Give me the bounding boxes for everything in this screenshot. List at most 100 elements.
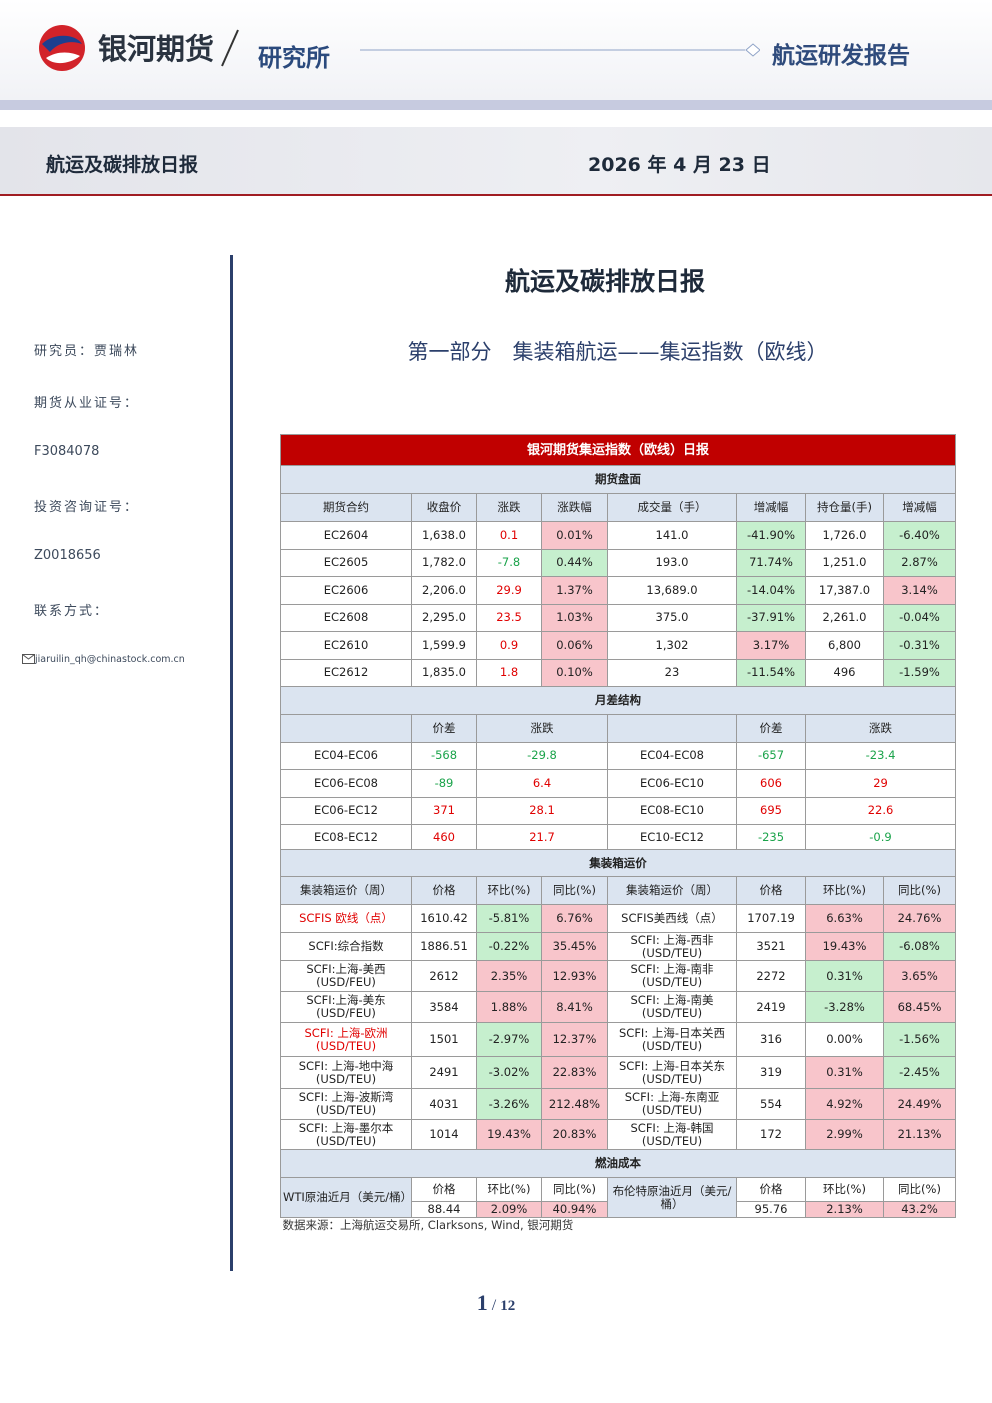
header-stripe bbox=[0, 100, 992, 110]
cell: 3.65% bbox=[882, 960, 957, 992]
brand: 银河期货 bbox=[98, 32, 215, 66]
cell: 3584 bbox=[411, 991, 477, 1023]
cell: SCFI:上海-美西(USD/FEU) bbox=[280, 960, 412, 992]
cell: 2272 bbox=[736, 960, 806, 992]
cell: 环比(%) bbox=[476, 1177, 542, 1202]
cell: 12.93% bbox=[541, 960, 608, 992]
cell: 1,251.0 bbox=[805, 548, 884, 577]
cell: -0.04% bbox=[882, 603, 957, 632]
section-title: 期货盘面 bbox=[279, 465, 957, 494]
table-row: SCFI: 上海-墨尔本(USD/TEU) 1014 19.43% 20.83% SCF… bbox=[280, 1119, 957, 1150]
cell: SCFI: 上海-东南亚(USD/TEU) bbox=[607, 1088, 737, 1120]
cell: 29 bbox=[804, 769, 957, 798]
table-row: 燃油成本 bbox=[279, 1149, 957, 1178]
cell: 12.37% bbox=[541, 1022, 608, 1057]
cell: EC06-EC08 bbox=[280, 769, 412, 798]
cell: -11.54% bbox=[736, 658, 806, 687]
cell: EC2608 bbox=[280, 603, 412, 632]
cell: -3.02% bbox=[476, 1056, 542, 1089]
cell: 2,295.0 bbox=[411, 603, 477, 632]
cell: EC2612 bbox=[280, 658, 412, 687]
cell: SCFIS美西线（点） bbox=[607, 904, 737, 933]
sidebar-rule bbox=[230, 255, 233, 1271]
cell: 1.8 bbox=[476, 658, 542, 687]
column-header: 价格 bbox=[736, 876, 806, 905]
cell: 43.2% bbox=[882, 1201, 957, 1218]
cell: 141.0 bbox=[607, 521, 737, 550]
column-header: 期货合约 bbox=[280, 493, 412, 522]
cell: -7.8 bbox=[476, 548, 542, 577]
consult-license: Z0018656 bbox=[34, 548, 101, 563]
cell: 1,726.0 bbox=[805, 521, 884, 550]
cell: 71.74% bbox=[736, 548, 806, 577]
cell: SCFI: 上海-日本关西(USD/TEU) bbox=[607, 1022, 737, 1057]
cell: EC04-EC08 bbox=[607, 741, 737, 770]
cell: 695 bbox=[736, 796, 806, 825]
cell: 35.45% bbox=[541, 932, 608, 961]
cell: 13,689.0 bbox=[607, 576, 737, 605]
header-rule bbox=[360, 43, 760, 57]
cell: 316 bbox=[736, 1022, 806, 1057]
cell: EC04-EC06 bbox=[280, 741, 412, 770]
cell: -5.81% bbox=[476, 904, 542, 933]
cell: 172 bbox=[736, 1119, 806, 1150]
cell: EC08-EC10 bbox=[607, 796, 737, 825]
column-header: 同比(%) bbox=[882, 876, 957, 905]
table-row: EC2612 1,835.0 1.8 0.10% 23 -11.54% 496 -1.59% bbox=[280, 658, 957, 687]
cell: EC2606 bbox=[280, 576, 412, 605]
blank-header bbox=[280, 713, 412, 743]
table-row: 银河期货集运指数（欧线）日报 bbox=[279, 434, 957, 466]
table-row: WTI原油近月（美元/桶） 价格 环比(%) 同比(%) 布伦特原油近月（美元/桶） 价格… bbox=[280, 1177, 957, 1218]
cell: SCFI: 上海-韩国(USD/TEU) bbox=[607, 1119, 737, 1150]
cell: -0.22% bbox=[476, 932, 542, 961]
cell: 2.35% bbox=[476, 960, 542, 992]
cell: 0.1 bbox=[476, 521, 542, 550]
table-row: 期货盘面 bbox=[279, 465, 957, 494]
cell: SCFI: 上海-南美(USD/TEU) bbox=[607, 991, 737, 1023]
table-row: 月差结构 bbox=[279, 685, 957, 715]
table-title: 银河期货集运指数（欧线）日报 bbox=[279, 434, 957, 466]
slash bbox=[221, 29, 239, 67]
cell: 193.0 bbox=[607, 548, 737, 577]
cell: 606 bbox=[736, 769, 806, 798]
cell: SCFI: 上海-日本关东(USD/TEU) bbox=[607, 1056, 737, 1089]
cell: 6,800 bbox=[805, 631, 884, 660]
banner bbox=[0, 127, 992, 194]
cell: 21.13% bbox=[882, 1119, 957, 1150]
cell: 1.03% bbox=[541, 603, 608, 632]
cell: 2419 bbox=[736, 991, 806, 1023]
cell: 1501 bbox=[411, 1022, 477, 1057]
table-row: EC04-EC06 -568 -29.8 EC04-EC08 -657 -23.4 bbox=[280, 741, 957, 770]
cell: 2491 bbox=[411, 1056, 477, 1089]
division: 研究所 bbox=[258, 44, 330, 72]
source-note: 数据来源：上海航运交易所, Clarksons, Wind, 银河期货 bbox=[282, 1217, 574, 1232]
cell: SCFIS 欧线（点） bbox=[280, 904, 412, 933]
cell: 375.0 bbox=[607, 603, 737, 632]
cell: 1,302 bbox=[607, 631, 737, 660]
cell: 0.06% bbox=[541, 631, 608, 660]
cell: 319 bbox=[736, 1056, 806, 1089]
cell: 价格 bbox=[736, 1177, 806, 1202]
table-row: EC2605 1,782.0 -7.8 0.44% 193.0 71.74% 1,251.0… bbox=[280, 548, 957, 577]
table-row: SCFI: 上海-欧洲(USD/TEU) 1501 -2.97% 12.37% SCFI… bbox=[280, 1022, 957, 1057]
blank-header bbox=[607, 713, 737, 743]
cell: 68.45% bbox=[882, 991, 957, 1023]
cell: -1.56% bbox=[882, 1022, 957, 1057]
cell: -2.97% bbox=[476, 1022, 542, 1057]
cell: 24.76% bbox=[882, 904, 957, 933]
cell: 23 bbox=[607, 658, 737, 687]
row-header: WTI原油近月（美元/桶） bbox=[280, 1177, 412, 1218]
column-header: 同比(%) bbox=[541, 876, 608, 905]
cell: -89 bbox=[411, 769, 477, 798]
column-header: 涨跌 bbox=[476, 493, 542, 522]
cell: 3521 bbox=[736, 932, 806, 961]
cell: 4031 bbox=[411, 1088, 477, 1120]
cell: 17,387.0 bbox=[805, 576, 884, 605]
cell: 0.00% bbox=[805, 1022, 884, 1057]
column-header: 涨跌 bbox=[476, 713, 608, 743]
cell: 4.92% bbox=[805, 1088, 884, 1120]
cell: 同比(%) bbox=[882, 1177, 957, 1202]
column-header: 价差 bbox=[736, 713, 806, 743]
page-number: 1 bbox=[476, 1290, 488, 1315]
cell: 6.4 bbox=[476, 769, 608, 798]
